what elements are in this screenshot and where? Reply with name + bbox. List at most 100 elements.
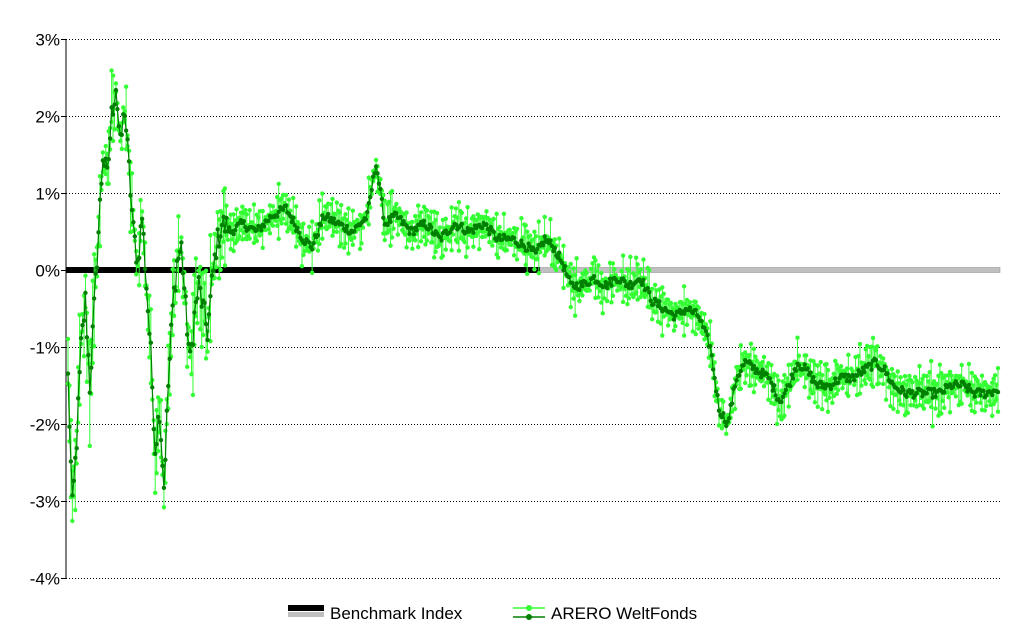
fund-point [548, 238, 553, 243]
fund-low-point [487, 240, 492, 245]
fund-low-point [433, 249, 438, 254]
fund-high-point [937, 362, 943, 367]
fund-point [325, 211, 331, 217]
fund-point [555, 255, 560, 261]
fund-point [562, 263, 568, 269]
fund-point [144, 286, 149, 291]
fund-high-point [410, 219, 415, 225]
fund-high-point [404, 210, 409, 215]
fund-low-point [602, 296, 607, 301]
fund-point [192, 310, 197, 315]
fund-high-point [939, 370, 944, 376]
fund-low-point [751, 389, 757, 395]
y-tick-label: 3% [35, 31, 60, 50]
fund-point [212, 252, 217, 257]
fund-point [150, 385, 155, 390]
fund-low-point [320, 236, 325, 241]
fund-high-point [65, 336, 71, 342]
fund-low-point [465, 245, 470, 250]
fund-point [471, 230, 476, 235]
fund-low-point [577, 298, 582, 304]
fund-low-point [73, 507, 78, 513]
fund-point [671, 317, 677, 322]
fund-low-point [219, 255, 225, 260]
fund-high-point [776, 378, 781, 383]
y-tick-label: -4% [30, 570, 60, 589]
fund-point [828, 386, 834, 392]
fund-point [161, 485, 167, 491]
fund-point [587, 282, 592, 287]
fund-point [580, 283, 585, 289]
fund-high-point [126, 148, 132, 153]
fund-high-point [180, 256, 185, 261]
fund-high-point [176, 214, 181, 219]
fund-point [924, 391, 929, 396]
fund-low-point [716, 423, 722, 428]
fund-low-point [693, 331, 698, 337]
fund-point [788, 384, 793, 389]
fund-point [657, 299, 662, 304]
fund-low-point [222, 263, 228, 268]
fund-high-point [394, 201, 399, 207]
fund-high-point [638, 267, 643, 272]
fund-point [479, 225, 485, 231]
fund-point [628, 279, 633, 285]
fund-point [275, 214, 280, 219]
fund-low-point [84, 379, 90, 385]
fund-high-point [465, 204, 470, 210]
fund-point [160, 463, 165, 469]
fund-point [815, 385, 821, 390]
fund-point [725, 419, 730, 424]
fund-point [388, 219, 393, 225]
fund-high-point [471, 214, 476, 219]
fund-point [920, 394, 925, 399]
fund-point [93, 271, 98, 276]
fund-point [972, 394, 977, 399]
fund-high-point [109, 68, 114, 73]
fund-low-point [216, 276, 222, 281]
fund-point [453, 222, 459, 227]
fund-point [205, 337, 210, 343]
fund-point [862, 369, 867, 375]
fund-point [74, 446, 79, 451]
fund-low-point [729, 409, 735, 414]
fund-high-point [850, 368, 855, 374]
legend: Benchmark Index ARERO WeltFonds [288, 604, 697, 623]
fund-low-point [841, 381, 847, 386]
fund-high-point [571, 266, 576, 271]
fund-low-point [742, 380, 748, 386]
fund-low-point [431, 255, 437, 260]
fund-point [767, 376, 773, 381]
fund-low-point [463, 254, 469, 259]
fund-point [261, 224, 267, 229]
fund-point [751, 363, 757, 369]
fund-high-point [599, 270, 604, 276]
fund-low-point [846, 393, 851, 399]
fund-point [155, 414, 161, 420]
fund-high-point [548, 217, 553, 222]
fund-high-point [635, 262, 640, 267]
fund-high-point [276, 181, 281, 187]
fund-point [769, 380, 774, 386]
fund-point [641, 277, 646, 282]
fund-low-point [456, 248, 462, 253]
fund-high-point [721, 399, 726, 404]
fund-high-point [641, 257, 646, 262]
fund-point [385, 222, 390, 228]
fund-point [647, 290, 652, 295]
fund-point [193, 299, 199, 305]
fund-low-point [834, 391, 839, 397]
fund-point [429, 224, 434, 230]
fund-point [81, 318, 87, 323]
fund-low-point [247, 236, 252, 241]
fund-low-point [309, 270, 315, 276]
fund-high-point [902, 373, 908, 379]
fund-high-point [754, 358, 759, 363]
fund-point [696, 315, 701, 320]
fund-high-point [881, 356, 886, 361]
fund-low-point [279, 221, 284, 226]
fund-point [833, 376, 838, 381]
fund-point [368, 194, 373, 200]
fund-point [995, 389, 1001, 395]
fund-low-point [357, 246, 363, 252]
